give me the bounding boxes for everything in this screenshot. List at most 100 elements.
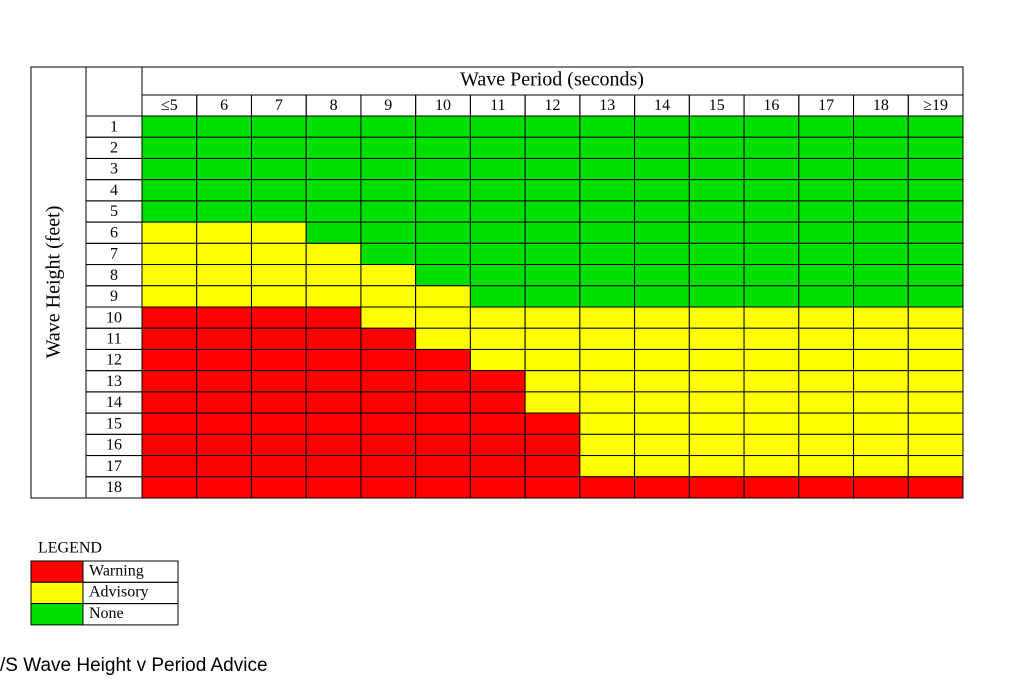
cell bbox=[524, 433, 581, 457]
cell bbox=[524, 391, 581, 414]
cell bbox=[798, 476, 855, 499]
cell bbox=[524, 264, 581, 287]
cell bbox=[469, 136, 526, 159]
cell bbox=[196, 348, 252, 372]
legend-title: LEGEND bbox=[38, 540, 102, 557]
cell bbox=[798, 327, 855, 350]
cell bbox=[469, 115, 526, 138]
cell bbox=[743, 476, 800, 499]
cell bbox=[196, 264, 252, 287]
cell bbox=[798, 179, 855, 202]
cell bbox=[798, 370, 855, 393]
cell bbox=[469, 264, 526, 287]
row-label: 11 bbox=[106, 331, 121, 348]
cell bbox=[250, 348, 307, 372]
cell bbox=[853, 242, 909, 266]
cell bbox=[469, 370, 526, 393]
cell bbox=[141, 179, 198, 202]
cell bbox=[360, 179, 417, 202]
cell bbox=[415, 433, 471, 457]
cell bbox=[634, 412, 690, 435]
cell bbox=[141, 136, 198, 159]
row-label: 6 bbox=[110, 224, 118, 241]
cell bbox=[853, 200, 909, 223]
cell bbox=[524, 179, 581, 202]
cell bbox=[579, 391, 636, 414]
cell bbox=[634, 455, 690, 478]
row-label: 16 bbox=[106, 437, 122, 454]
cell bbox=[196, 136, 252, 159]
cell bbox=[634, 200, 690, 223]
cell bbox=[688, 200, 745, 223]
cell bbox=[250, 157, 307, 181]
cell bbox=[688, 455, 745, 478]
cell bbox=[853, 348, 909, 372]
cell bbox=[196, 285, 252, 308]
cell bbox=[634, 221, 690, 244]
cell bbox=[743, 285, 800, 308]
cell bbox=[688, 306, 745, 329]
cell bbox=[688, 433, 745, 457]
cell bbox=[853, 221, 909, 244]
column-label: 6 bbox=[220, 97, 228, 114]
cell bbox=[360, 306, 417, 329]
cell bbox=[907, 391, 964, 414]
cell bbox=[305, 221, 362, 244]
cell bbox=[196, 370, 252, 393]
cell bbox=[798, 433, 855, 457]
cell bbox=[250, 433, 307, 457]
cell bbox=[141, 455, 198, 478]
cell bbox=[196, 179, 252, 202]
row-label: 18 bbox=[106, 479, 122, 496]
cell bbox=[469, 391, 526, 414]
cell bbox=[743, 306, 800, 329]
cell bbox=[250, 327, 307, 350]
cell bbox=[524, 348, 581, 372]
cell bbox=[415, 264, 471, 287]
cell bbox=[524, 285, 581, 308]
cell bbox=[305, 200, 362, 223]
cell bbox=[250, 455, 307, 478]
cell bbox=[360, 455, 417, 478]
cell bbox=[360, 221, 417, 244]
cell bbox=[524, 455, 581, 478]
cell bbox=[907, 412, 964, 435]
cell bbox=[360, 391, 417, 414]
cell bbox=[305, 179, 362, 202]
cell bbox=[743, 136, 800, 159]
column-header: Wave Period (seconds) bbox=[460, 69, 644, 91]
cell bbox=[141, 115, 198, 138]
cell bbox=[634, 264, 690, 287]
cell bbox=[196, 433, 252, 457]
cell bbox=[469, 157, 526, 181]
cell bbox=[250, 242, 307, 266]
cell bbox=[853, 264, 909, 287]
cell bbox=[141, 391, 198, 414]
cell bbox=[360, 242, 417, 266]
cell bbox=[141, 306, 198, 329]
cell bbox=[634, 285, 690, 308]
column-label: 14 bbox=[654, 97, 670, 114]
cell bbox=[141, 242, 198, 266]
cell bbox=[798, 221, 855, 244]
column-label: 9 bbox=[384, 97, 392, 114]
cell bbox=[743, 455, 800, 478]
cell bbox=[469, 412, 526, 435]
cell bbox=[141, 285, 198, 308]
cell bbox=[415, 136, 471, 159]
cell bbox=[415, 370, 471, 393]
cell bbox=[415, 200, 471, 223]
legend-label: Advisory bbox=[89, 584, 149, 601]
cell bbox=[743, 242, 800, 266]
cell bbox=[524, 115, 581, 138]
cell bbox=[305, 242, 362, 266]
cell bbox=[305, 157, 362, 181]
cell bbox=[907, 433, 964, 457]
cell bbox=[579, 455, 636, 478]
legend-swatch bbox=[30, 603, 84, 626]
table-frame bbox=[30, 66, 964, 499]
cell bbox=[579, 179, 636, 202]
cell bbox=[196, 391, 252, 414]
cell bbox=[196, 115, 252, 138]
